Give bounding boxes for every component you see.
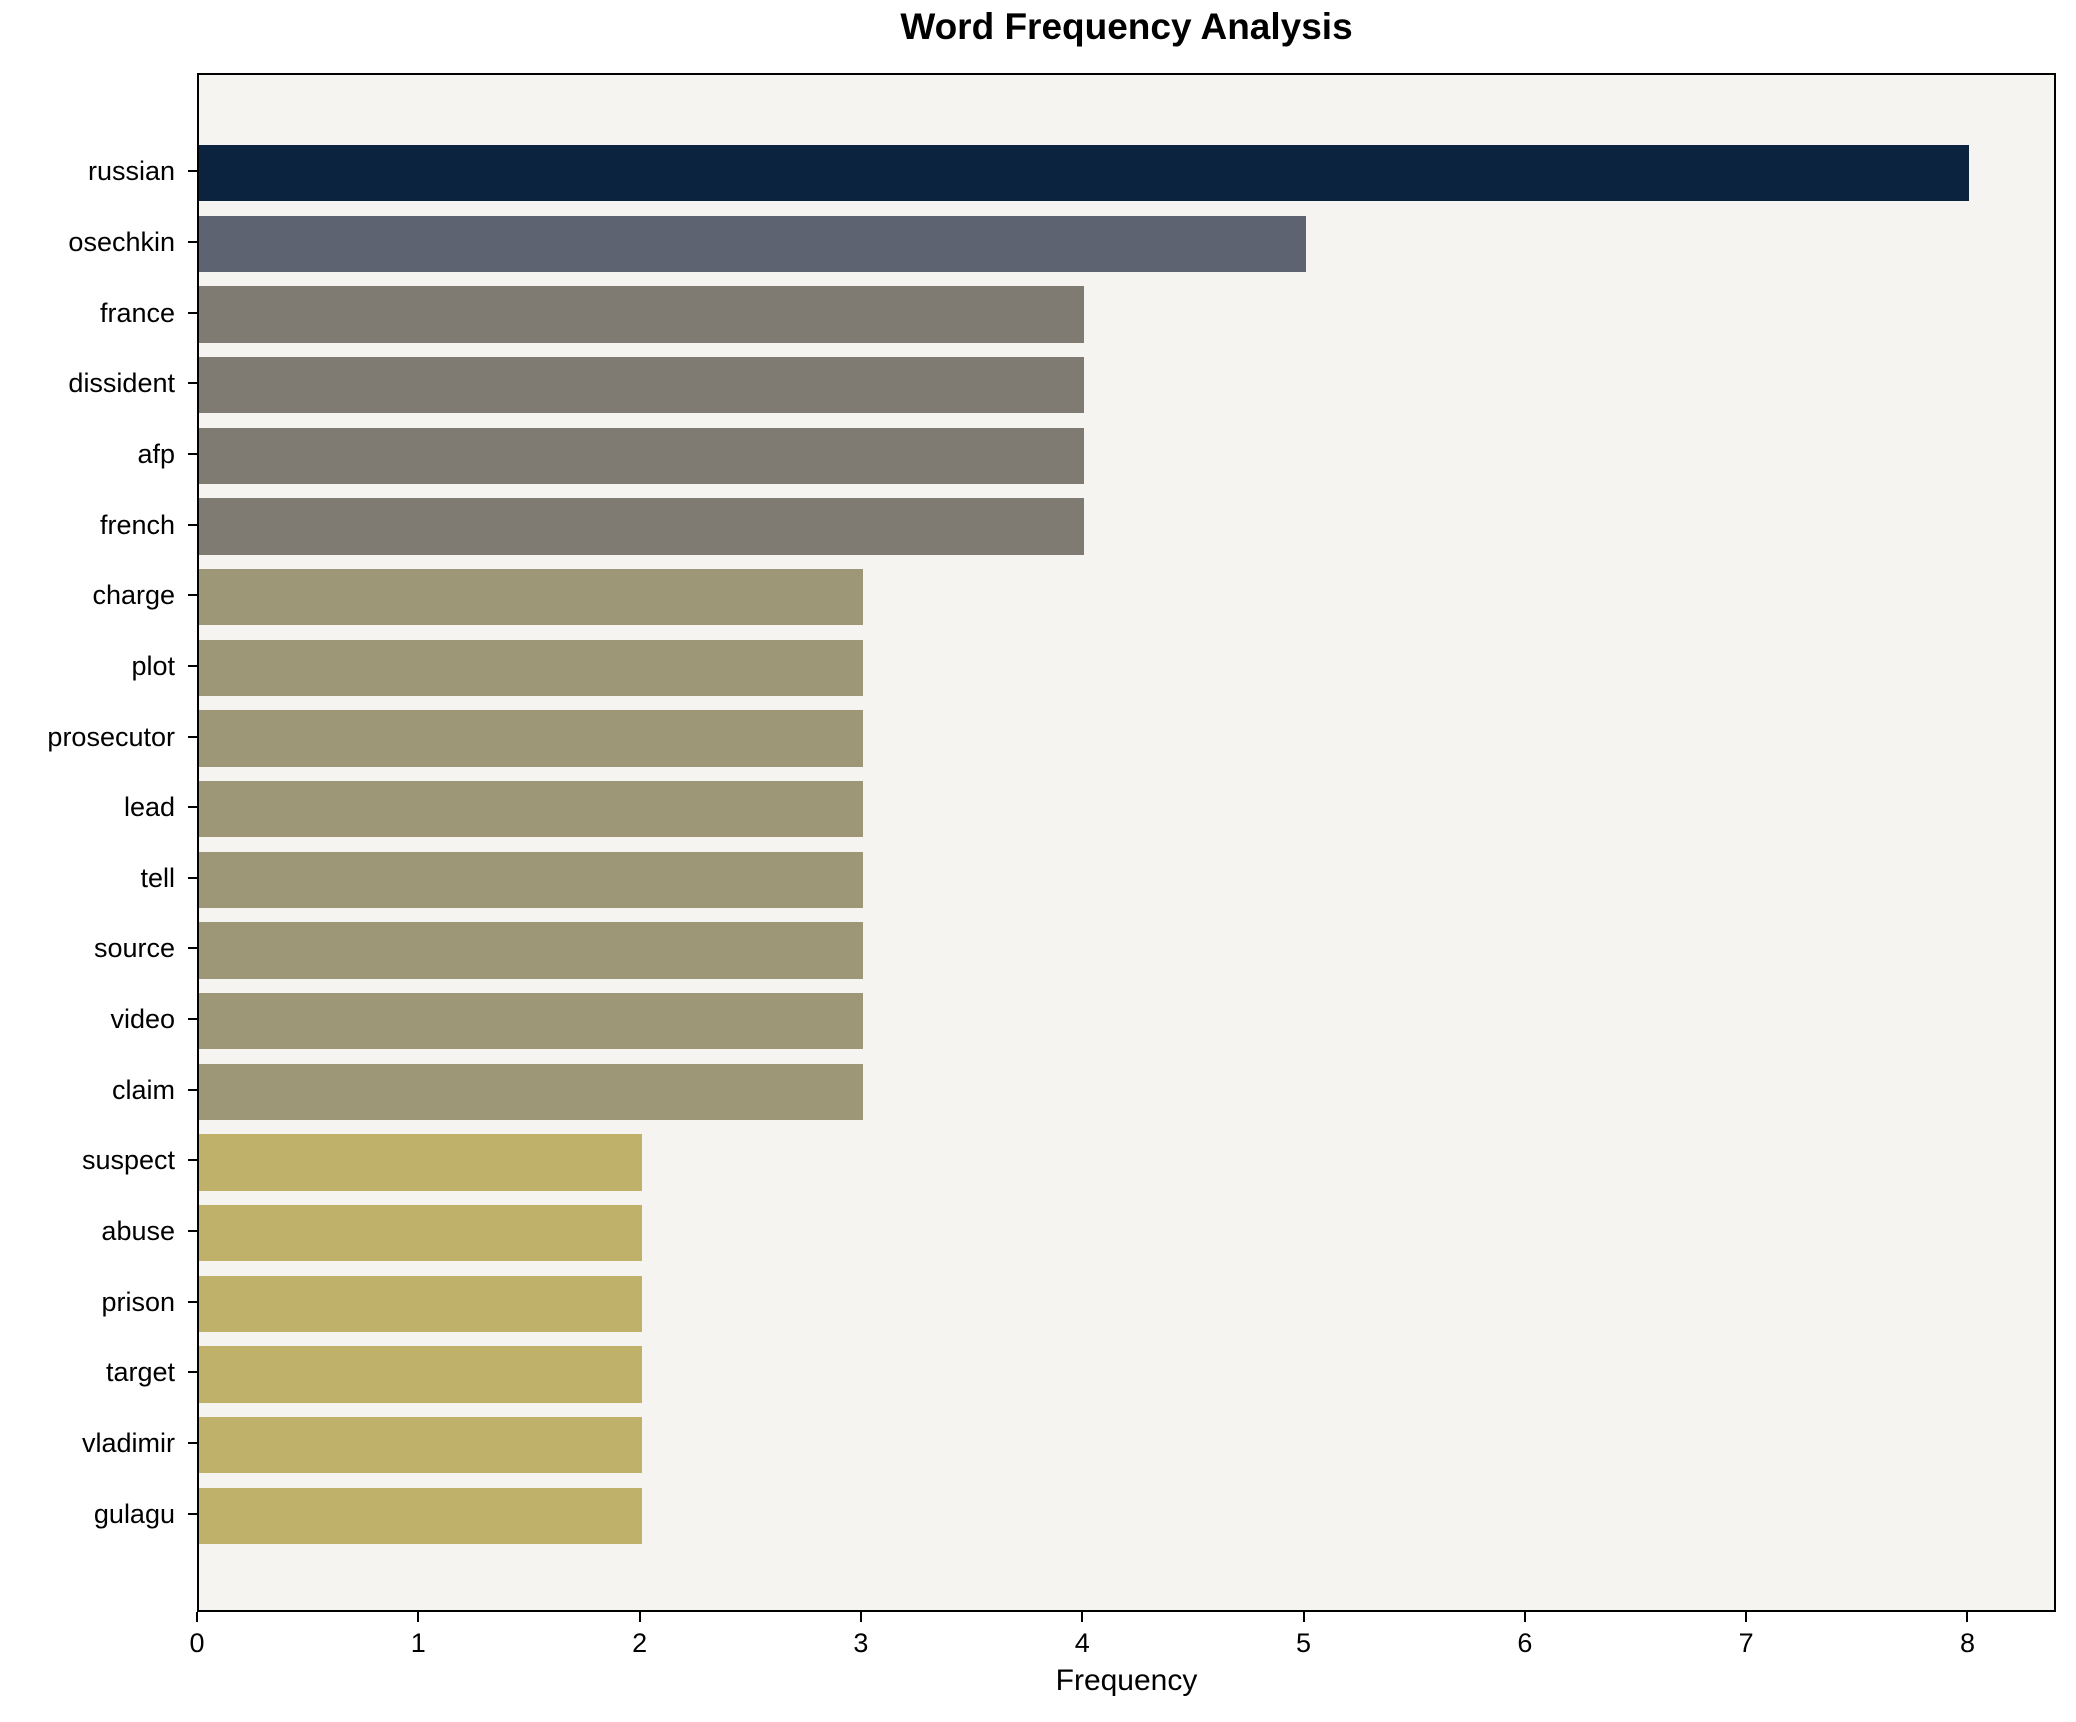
y-tick-label-source: source [93,933,175,964]
chart-title: Word Frequency Analysis [900,6,1353,47]
y-tick-mark [188,170,197,173]
x-tick-label-6: 6 [1517,1628,1533,1658]
y-tick-mark [188,311,197,314]
y-tick-label-dissident: dissident [68,368,175,399]
bar-charge [199,568,863,626]
y-tick-label-claim: claim [111,1074,175,1105]
y-tick-label-suspect: suspect [81,1145,175,1176]
plot-area [197,73,2056,1612]
bar-suspect [199,1134,642,1191]
x-tick-label-1: 1 [410,1628,426,1658]
bar-target [199,1346,642,1403]
y-tick-mark [188,876,197,879]
bar-lead [199,780,863,838]
bar-vladimir [199,1416,642,1474]
x-tick-mark [859,1612,862,1622]
x-tick-mark [417,1612,420,1622]
y-tick-label-vladimir: vladimir [81,1428,175,1459]
y-tick-mark [188,1300,197,1303]
bar-claim [199,1063,863,1121]
y-tick-label-gulagu: gulagu [93,1498,175,1529]
y-tick-mark [188,1088,197,1091]
y-tick-mark [188,382,197,385]
y-tick-mark [188,806,197,809]
x-tick-mark [1081,1612,1084,1622]
bar-gulagu [199,1487,642,1545]
y-tick-mark [188,1512,197,1515]
x-tick-mark [1966,1612,1969,1622]
y-tick-mark [188,735,197,738]
bar-tell [199,851,863,909]
y-tick-mark [188,1230,197,1233]
bar-france [199,286,1085,343]
x-tick-label-2: 2 [632,1628,648,1658]
x-tick-mark [1523,1612,1526,1622]
y-tick-label-french: french [99,509,175,540]
x-axis-label: Frequency [1055,1664,1198,1697]
x-tick-label-4: 4 [1074,1628,1090,1658]
y-tick-label-afp: afp [137,438,175,469]
y-tick-mark [188,240,197,243]
y-tick-mark [188,947,197,950]
y-tick-label-tell: tell [140,862,175,893]
y-tick-mark [188,594,197,597]
y-tick-label-charge: charge [92,580,175,611]
x-tick-mark [638,1612,641,1622]
y-tick-label-france: france [99,297,175,328]
bar-abuse [199,1204,642,1262]
bar-prosecutor [199,710,863,767]
bar-plot [199,639,863,697]
y-tick-mark [188,664,197,667]
x-tick-mark [1302,1612,1305,1622]
bar-dissident [199,356,1085,414]
bar-afp [199,427,1085,485]
y-tick-mark [188,452,197,455]
y-tick-label-russian: russian [87,156,175,187]
x-tick-mark [1745,1612,1748,1622]
y-tick-label-prosecutor: prosecutor [47,721,175,752]
bar-video [199,992,863,1050]
y-tick-label-osechkin: osechkin [68,226,175,257]
y-tick-label-prison: prison [101,1286,175,1317]
y-tick-mark [188,1018,197,1021]
y-tick-mark [188,1371,197,1374]
y-tick-label-lead: lead [123,792,175,823]
y-tick-label-video: video [110,1004,175,1035]
x-tick-label-8: 8 [1959,1628,1975,1658]
y-tick-mark [188,1159,197,1162]
bar-russian [199,144,1970,202]
y-tick-label-plot: plot [131,650,175,681]
bar-french [199,498,1085,555]
x-tick-label-7: 7 [1738,1628,1754,1658]
x-tick-label-0: 0 [189,1628,205,1658]
x-tick-label-3: 3 [853,1628,869,1658]
y-tick-label-target: target [105,1357,175,1388]
bar-osechkin [199,215,1306,273]
x-tick-mark [196,1612,198,1622]
bar-source [199,922,863,979]
y-tick-label-abuse: abuse [101,1216,175,1247]
y-tick-mark [188,523,197,526]
bar-prison [199,1275,642,1333]
x-tick-label-5: 5 [1296,1628,1312,1658]
y-tick-mark [188,1442,197,1445]
